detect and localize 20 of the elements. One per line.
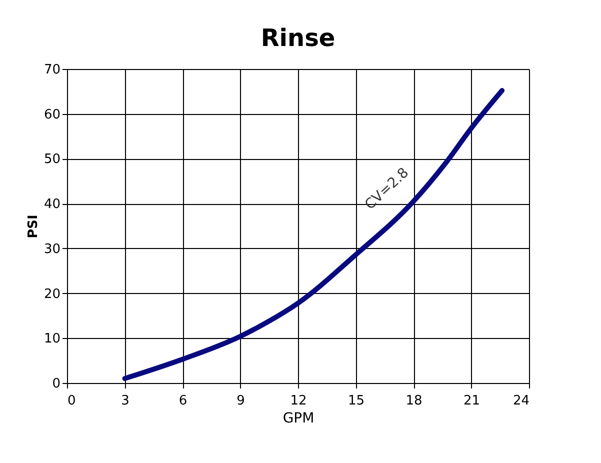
x-tick-label: 3 bbox=[121, 394, 130, 408]
y-tick-label: 70 bbox=[44, 62, 60, 78]
y-tick-label: 20 bbox=[44, 286, 60, 302]
x-tick-label: 9 bbox=[236, 394, 245, 408]
x-tick-label: 15 bbox=[348, 394, 365, 408]
chart-title: Rinse bbox=[260, 24, 336, 52]
x-tick-label: 18 bbox=[406, 394, 422, 408]
y-tick-label: 50 bbox=[44, 152, 60, 168]
y-tick-label: 40 bbox=[44, 197, 60, 212]
x-tick-label: 21 bbox=[463, 394, 480, 408]
y-tick-label: 30 bbox=[44, 242, 60, 257]
y-tick-label: 60 bbox=[44, 107, 60, 122]
x-tick-label: 6 bbox=[178, 394, 188, 408]
x-axis-title: GPM bbox=[282, 410, 314, 426]
y-axis-title: PSI bbox=[26, 214, 41, 238]
x-tick-label: 0 bbox=[68, 394, 76, 408]
x-tick-label: 12 bbox=[290, 394, 307, 408]
x-tick-label: 24 bbox=[512, 394, 530, 408]
y-tick-label: 0 bbox=[52, 376, 60, 392]
y-tick-label: 10 bbox=[44, 332, 60, 347]
